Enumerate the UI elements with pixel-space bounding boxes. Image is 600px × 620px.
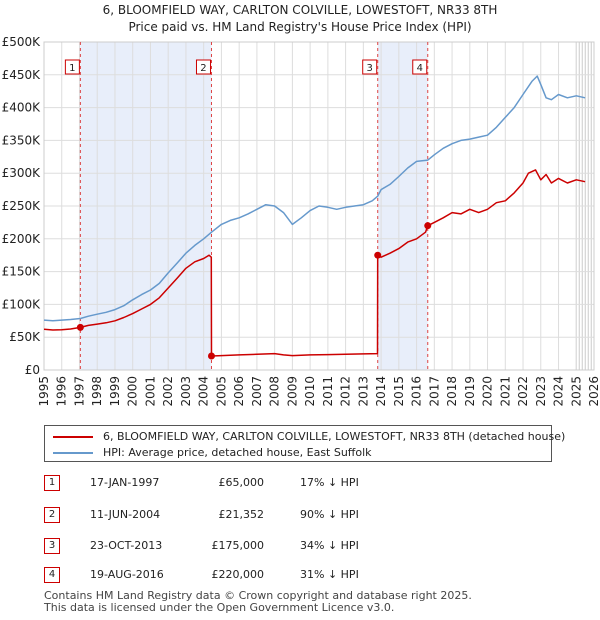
x-tick-label: 2023 (534, 376, 548, 407)
sale-label-box (64, 59, 80, 75)
legend-item-hpi: HPI: Average price, detached house, East… (53, 446, 372, 459)
x-tick-label: 2007 (250, 376, 264, 407)
y-tick-label: £150K (2, 265, 42, 279)
sale-number-badge: 1 (44, 475, 60, 491)
price-chart: 6, BLOOMFIELD WAY, CARLTON COLVILLE, LOW… (2, 3, 600, 407)
sale-label-box (412, 59, 428, 75)
legend-item-property: 6, BLOOMFIELD WAY, CARLTON COLVILLE, LOW… (53, 430, 565, 443)
x-tick-label: 2004 (197, 376, 211, 407)
legend: 6, BLOOMFIELD WAY, CARLTON COLVILLE, LOW… (44, 425, 565, 462)
x-tick-label: 2000 (126, 376, 140, 407)
y-tick-label: £100K (2, 297, 42, 311)
sale-date: 11-JUN-2004 (90, 508, 161, 521)
sale-point (424, 222, 432, 230)
x-tick-label: 2022 (516, 376, 530, 407)
x-tick-label: 2026 (587, 376, 600, 407)
y-tick-label: £350K (2, 133, 42, 147)
x-tick-label: 2014 (374, 376, 388, 407)
x-tick-label: 2015 (392, 376, 406, 407)
x-tick-label: 2017 (427, 376, 441, 407)
x-tick-label: 1997 (72, 376, 86, 407)
sale-row: 1 17-JAN-1997 £65,000 17% ↓ HPI (44, 475, 564, 493)
x-axis: 1995 1996 1997 1998 1999 2000 2001 2002 2003 2004… (37, 376, 600, 407)
x-tick-label: 2020 (481, 376, 495, 407)
sale-label-number: 2 (200, 63, 206, 74)
sale-point (76, 323, 84, 331)
sale-price: £21,352 (218, 508, 265, 521)
y-tick-label: £250K (2, 199, 42, 213)
x-tick-label: 2013 (356, 376, 370, 407)
sale-hpi-diff: 90% ↓ HPI (300, 508, 359, 521)
sale-number-badge: 3 (44, 538, 60, 554)
sale-label-box (195, 59, 211, 75)
legend-label-property: 6, BLOOMFIELD WAY, CARLTON COLVILLE, LOW… (103, 430, 566, 443)
x-tick-label: 2009 (285, 376, 299, 407)
x-tick-label: 1995 (37, 376, 51, 407)
y-tick-label: £400K (2, 101, 42, 115)
sale-date: 23-OCT-2013 (90, 539, 163, 552)
property-series-line (43, 169, 586, 357)
sale-row: 2 11-JUN-2004 £21,352 90% ↓ HPI (44, 507, 564, 525)
x-tick-label: 2003 (179, 376, 193, 407)
series-lines (43, 75, 586, 357)
x-tick-label: 2018 (445, 376, 459, 407)
chart-title: 6, BLOOMFIELD WAY, CARLTON COLVILLE, LOW… (103, 3, 498, 17)
y-tick-label: £200K (2, 232, 42, 246)
y-axis: £0 £50K £100K £150K £200K £250K £300K £350K £400… (2, 35, 42, 377)
x-tick-label: 1996 (55, 376, 69, 407)
footer-line-licence: This data is licensed under the Open Gov… (44, 601, 395, 614)
sale-hpi-diff: 34% ↓ HPI (300, 539, 359, 552)
x-tick-label: 2021 (498, 376, 512, 407)
sale-number-badge: 2 (44, 507, 60, 523)
sale-hpi-diff: 17% ↓ HPI (300, 476, 359, 489)
y-tick-label: £450K (2, 68, 42, 82)
legend-swatch-property (53, 435, 93, 438)
y-tick-label: £500K (2, 35, 42, 49)
sale-label-number: 4 (417, 63, 423, 74)
y-tick-label: £50K (9, 330, 41, 344)
sale-row: 4 19-AUG-2016 £220,000 31% ↓ HPI (44, 567, 564, 585)
sale-hpi-diff: 31% ↓ HPI (300, 568, 359, 581)
x-tick-label: 2006 (232, 376, 246, 407)
x-tick-label: 2011 (321, 376, 335, 407)
chart-subtitle: Price paid vs. HM Land Registry's House … (128, 20, 471, 34)
sale-label-number: 3 (367, 63, 373, 74)
plot-frame (43, 41, 595, 371)
sale-markers: 1 2 3 4 (64, 59, 432, 360)
x-tick-label: 2002 (161, 376, 175, 407)
legend-label-hpi: HPI: Average price, detached house, East… (103, 446, 372, 459)
x-tick-label: 2010 (303, 376, 317, 407)
sale-point (374, 251, 382, 259)
footer-attribution: Contains HM Land Registry data © Crown c… (44, 590, 472, 614)
x-tick-label: 2025 (569, 376, 583, 407)
sale-price: £175,000 (211, 539, 265, 552)
x-tick-label: 1998 (90, 376, 104, 407)
sale-label-box (362, 59, 378, 75)
sale-number-badge: 4 (44, 567, 60, 583)
x-tick-label: 2008 (268, 376, 282, 407)
x-tick-label: 2001 (143, 376, 157, 407)
x-tick-label: 1999 (108, 376, 122, 407)
sale-row: 3 23-OCT-2013 £175,000 34% ↓ HPI (44, 538, 564, 556)
x-tick-label: 2012 (339, 376, 353, 407)
x-tick-label: 2016 (410, 376, 424, 407)
x-tick-label: 2005 (214, 376, 228, 407)
y-tick-label: £300K (2, 166, 42, 180)
legend-swatch-hpi (53, 451, 93, 454)
x-tick-label: 2019 (463, 376, 477, 407)
sale-date: 17-JAN-1997 (90, 476, 160, 489)
sale-point (207, 352, 215, 360)
sale-date: 19-AUG-2016 (90, 568, 164, 581)
sale-label-number: 1 (69, 63, 75, 74)
y-tick-label: £0 (25, 363, 40, 377)
grid (43, 41, 595, 371)
sale-price: £65,000 (218, 476, 265, 489)
sale-price: £220,000 (211, 568, 265, 581)
x-tick-label: 2024 (552, 376, 566, 407)
footer-line-copyright: Contains HM Land Registry data © Crown c… (44, 589, 472, 602)
hpi-series-line (43, 75, 586, 322)
